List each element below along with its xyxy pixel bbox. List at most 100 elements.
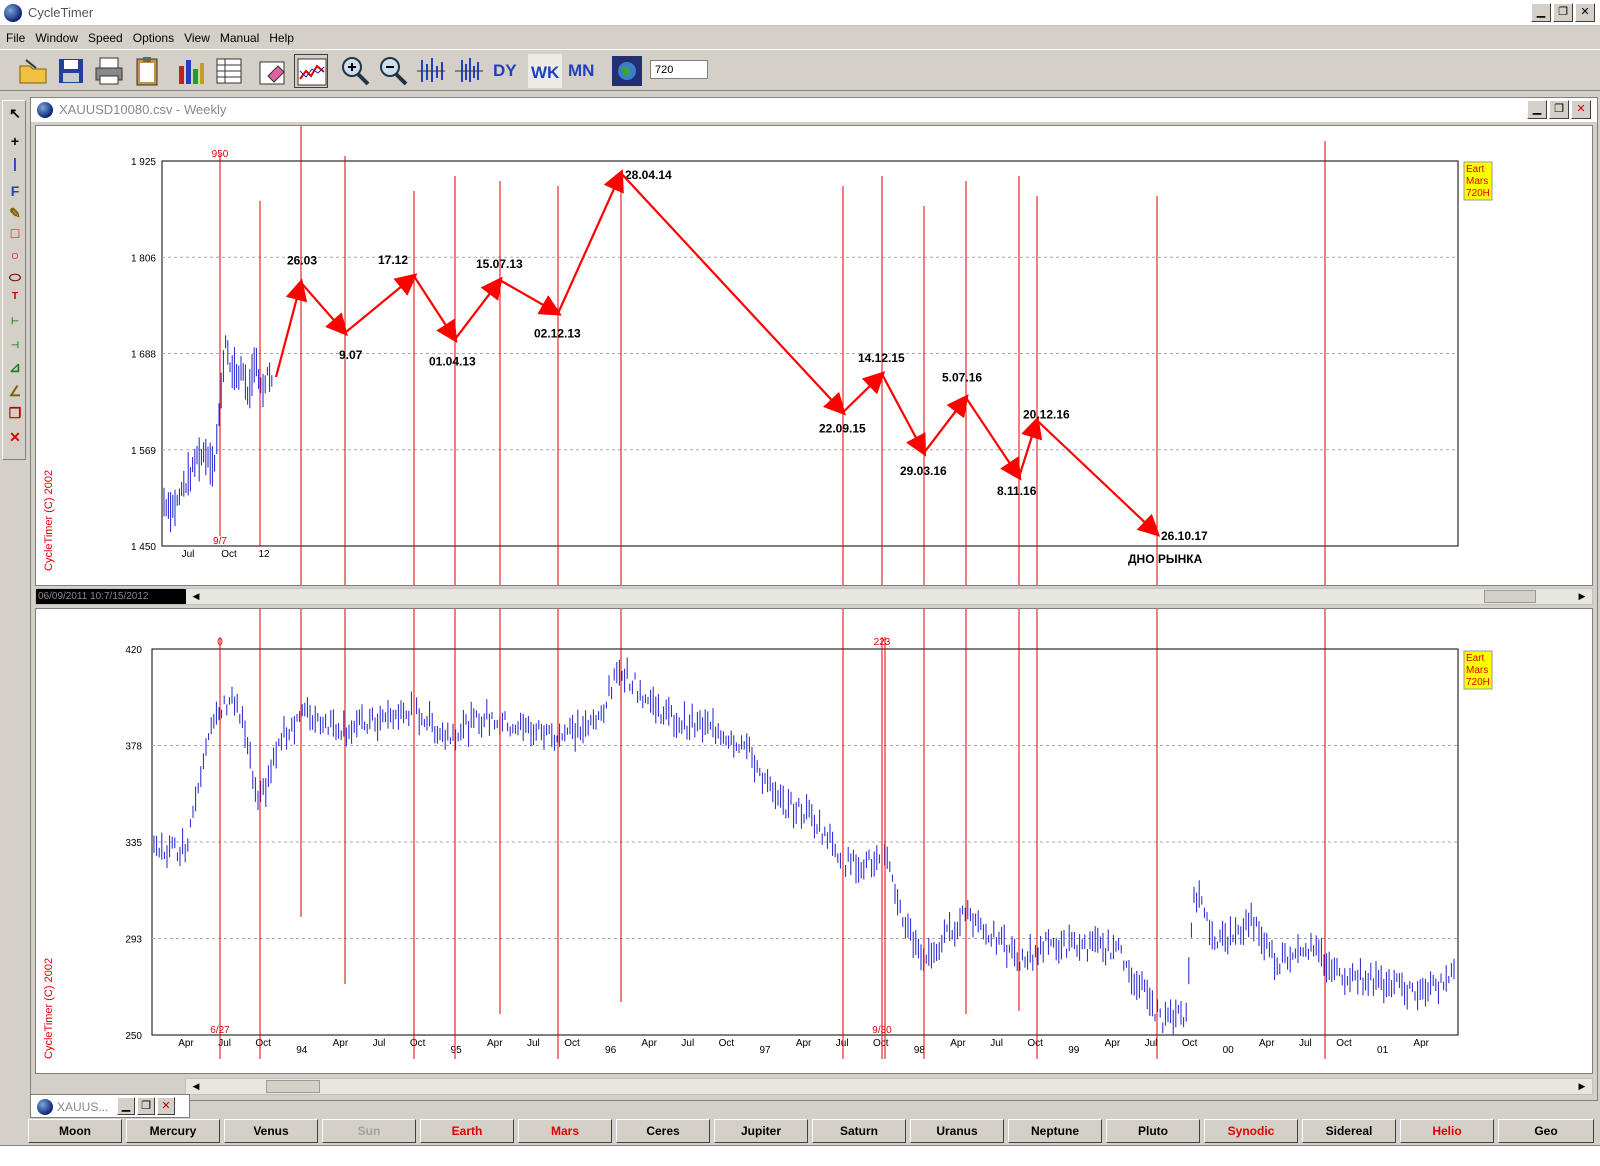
minimized-close-button[interactable]: ✕ xyxy=(157,1097,175,1115)
x-tick-label: 97 xyxy=(759,1045,771,1056)
print-icon[interactable] xyxy=(92,54,126,88)
scroll-right-arrow[interactable]: ▶ xyxy=(1578,591,1586,601)
menu-view[interactable]: View xyxy=(184,31,210,45)
trend-arrow xyxy=(274,278,308,378)
globe-icon[interactable] xyxy=(610,54,644,88)
scroll-thumb[interactable] xyxy=(1484,590,1536,603)
mn-label: MN xyxy=(568,61,594,80)
planet-button-mars[interactable]: Mars xyxy=(518,1119,612,1143)
circle-icon[interactable]: ○ xyxy=(10,247,20,263)
open-icon[interactable] xyxy=(16,54,50,88)
pivot-date-label: 8.11.16 xyxy=(997,484,1037,498)
eraser-icon[interactable] xyxy=(256,54,290,88)
chart-close-button[interactable]: ✕ xyxy=(1571,100,1591,119)
trend-arrow xyxy=(965,397,1022,481)
x-tick-label: Jul xyxy=(527,1038,540,1049)
top-marker: 0 xyxy=(217,637,223,648)
crosshair-icon[interactable]: + xyxy=(10,133,20,149)
planet-button-pluto[interactable]: Pluto xyxy=(1106,1119,1200,1143)
ellipse-icon[interactable]: ⬭ xyxy=(9,269,21,285)
period-input[interactable] xyxy=(650,60,708,79)
vertical-line-icon[interactable]: | xyxy=(13,155,17,171)
menu-manual[interactable]: Manual xyxy=(219,31,260,45)
pencil-icon[interactable]: ✎ xyxy=(9,205,21,221)
chart-window-icon[interactable] xyxy=(294,54,328,88)
bottom-scroll-thumb[interactable] xyxy=(266,1080,320,1093)
x-tick-label: Apr xyxy=(178,1038,194,1049)
clipboard-icon[interactable] xyxy=(130,54,164,88)
x-tick-label: Apr xyxy=(796,1038,812,1049)
menu-help[interactable]: Help xyxy=(269,31,294,45)
y-tick-label: 1 925 xyxy=(131,157,156,168)
rectangle-icon[interactable]: □ xyxy=(10,225,20,241)
x-tick-label: Jul xyxy=(836,1038,849,1049)
compress-time-icon[interactable] xyxy=(452,54,486,88)
trend-arrow xyxy=(923,394,969,454)
y-tick-label: 1 450 xyxy=(131,542,156,553)
minimized-restore-button[interactable]: ❐ xyxy=(137,1097,155,1115)
top-chart[interactable]: 1 925 1 806 1 688 1 569 1 450 Jul Oct 12 CycleTi… xyxy=(36,126,1592,585)
status-bar xyxy=(0,1145,1600,1166)
legend-box xyxy=(1463,161,1493,201)
mn-icon[interactable]: MN xyxy=(566,54,600,88)
x-tick-label: Jul xyxy=(990,1038,1003,1049)
planet-button-ceres[interactable]: Ceres xyxy=(616,1119,710,1143)
menu-file[interactable]: File xyxy=(6,31,26,45)
planet-button-uranus[interactable]: Uranus xyxy=(910,1119,1004,1143)
dy-icon[interactable]: DY xyxy=(490,54,524,88)
trend-arrow xyxy=(1036,419,1161,537)
wk-icon[interactable]: WK xyxy=(528,54,562,88)
ptw-tool-icon[interactable]: ⊿ xyxy=(9,359,21,375)
restore-button[interactable]: ❐ xyxy=(1553,3,1573,22)
x-tick-label: Apr xyxy=(641,1038,657,1049)
planet-button-sidereal[interactable]: Sidereal xyxy=(1302,1119,1396,1143)
top-chart-scrollbar[interactable]: 06/09/2011 10:7/15/2012 ◀ ▶ xyxy=(35,588,1593,605)
expand-time-icon[interactable] xyxy=(414,54,448,88)
minimize-button[interactable]: ▁ xyxy=(1531,3,1551,22)
chart-window: XAUUSD10080.csv - Weekly ▁ ❐ ✕ 1 925 1 80… xyxy=(30,97,1598,1101)
planet-button-moon[interactable]: Moon xyxy=(28,1119,122,1143)
table-icon[interactable] xyxy=(212,54,246,88)
planet-button-neptune[interactable]: Neptune xyxy=(1008,1119,1102,1143)
pivot-date-label: 14.12.15 xyxy=(858,351,905,365)
planet-button-geo[interactable]: Geo xyxy=(1498,1119,1594,1143)
bottom-chart-scrollbar[interactable]: ◀ ▶ xyxy=(185,1078,1593,1095)
delete-tool-icon[interactable]: ✕ xyxy=(9,429,21,445)
chart-minimize-button[interactable]: ▁ xyxy=(1527,100,1547,119)
gann-tool-icon[interactable]: ∠ xyxy=(8,383,22,399)
menu-window[interactable]: Window xyxy=(35,31,79,45)
planet-button-helio[interactable]: Helio xyxy=(1400,1119,1494,1143)
text-tool-icon[interactable]: T xyxy=(11,291,19,302)
save-icon[interactable] xyxy=(54,54,88,88)
chart-restore-button[interactable]: ❐ xyxy=(1549,100,1569,119)
bottom-scroll-right-arrow[interactable]: ▶ xyxy=(1578,1081,1586,1091)
minimized-chart-window[interactable]: XAUUS... ▁ ❐ ✕ xyxy=(30,1094,190,1118)
planet-button-mercury[interactable]: Mercury xyxy=(126,1119,220,1143)
planet-button-sun[interactable]: Sun xyxy=(322,1119,416,1143)
pivot-date-label: 22.09.15 xyxy=(819,421,866,435)
scroll-date-display: 06/09/2011 10:7/15/2012 xyxy=(36,589,186,604)
zoom-out-icon[interactable] xyxy=(376,54,410,88)
planet-button-saturn[interactable]: Saturn xyxy=(812,1119,906,1143)
menu-options[interactable]: Options xyxy=(132,31,175,45)
price-tool-icon[interactable]: ⊢ xyxy=(11,316,19,326)
zoom-in-icon[interactable] xyxy=(338,54,372,88)
planet-button-synodic[interactable]: Synodic xyxy=(1204,1119,1298,1143)
minimized-minimize-button[interactable]: ▁ xyxy=(117,1097,135,1115)
planet-button-earth[interactable]: Earth xyxy=(420,1119,514,1143)
x-tick-label: 00 xyxy=(1223,1045,1235,1056)
planet-button-venus[interactable]: Venus xyxy=(224,1119,318,1143)
menu-speed[interactable]: Speed xyxy=(88,31,123,45)
fibonacci-icon[interactable]: F xyxy=(10,183,20,199)
copy-tool-icon[interactable]: ❐ xyxy=(8,405,22,421)
bar-chart-icon[interactable] xyxy=(174,54,208,88)
trend-arrow xyxy=(620,172,846,416)
x-tick-label: Apr xyxy=(950,1038,966,1049)
bottom-chart[interactable]: 420 378 335 293 250 Apr Jul Oct 94 Apr Jul Oct 95 Apr… xyxy=(36,609,1592,1073)
pointer-icon[interactable]: ↖ xyxy=(9,105,21,121)
planet-button-jupiter[interactable]: Jupiter xyxy=(714,1119,808,1143)
close-button[interactable]: ✕ xyxy=(1575,3,1595,22)
time-tool-icon[interactable]: ⊣ xyxy=(11,340,19,350)
scroll-left-arrow[interactable]: ◀ xyxy=(192,591,200,601)
bottom-scroll-left-arrow[interactable]: ◀ xyxy=(192,1081,200,1091)
